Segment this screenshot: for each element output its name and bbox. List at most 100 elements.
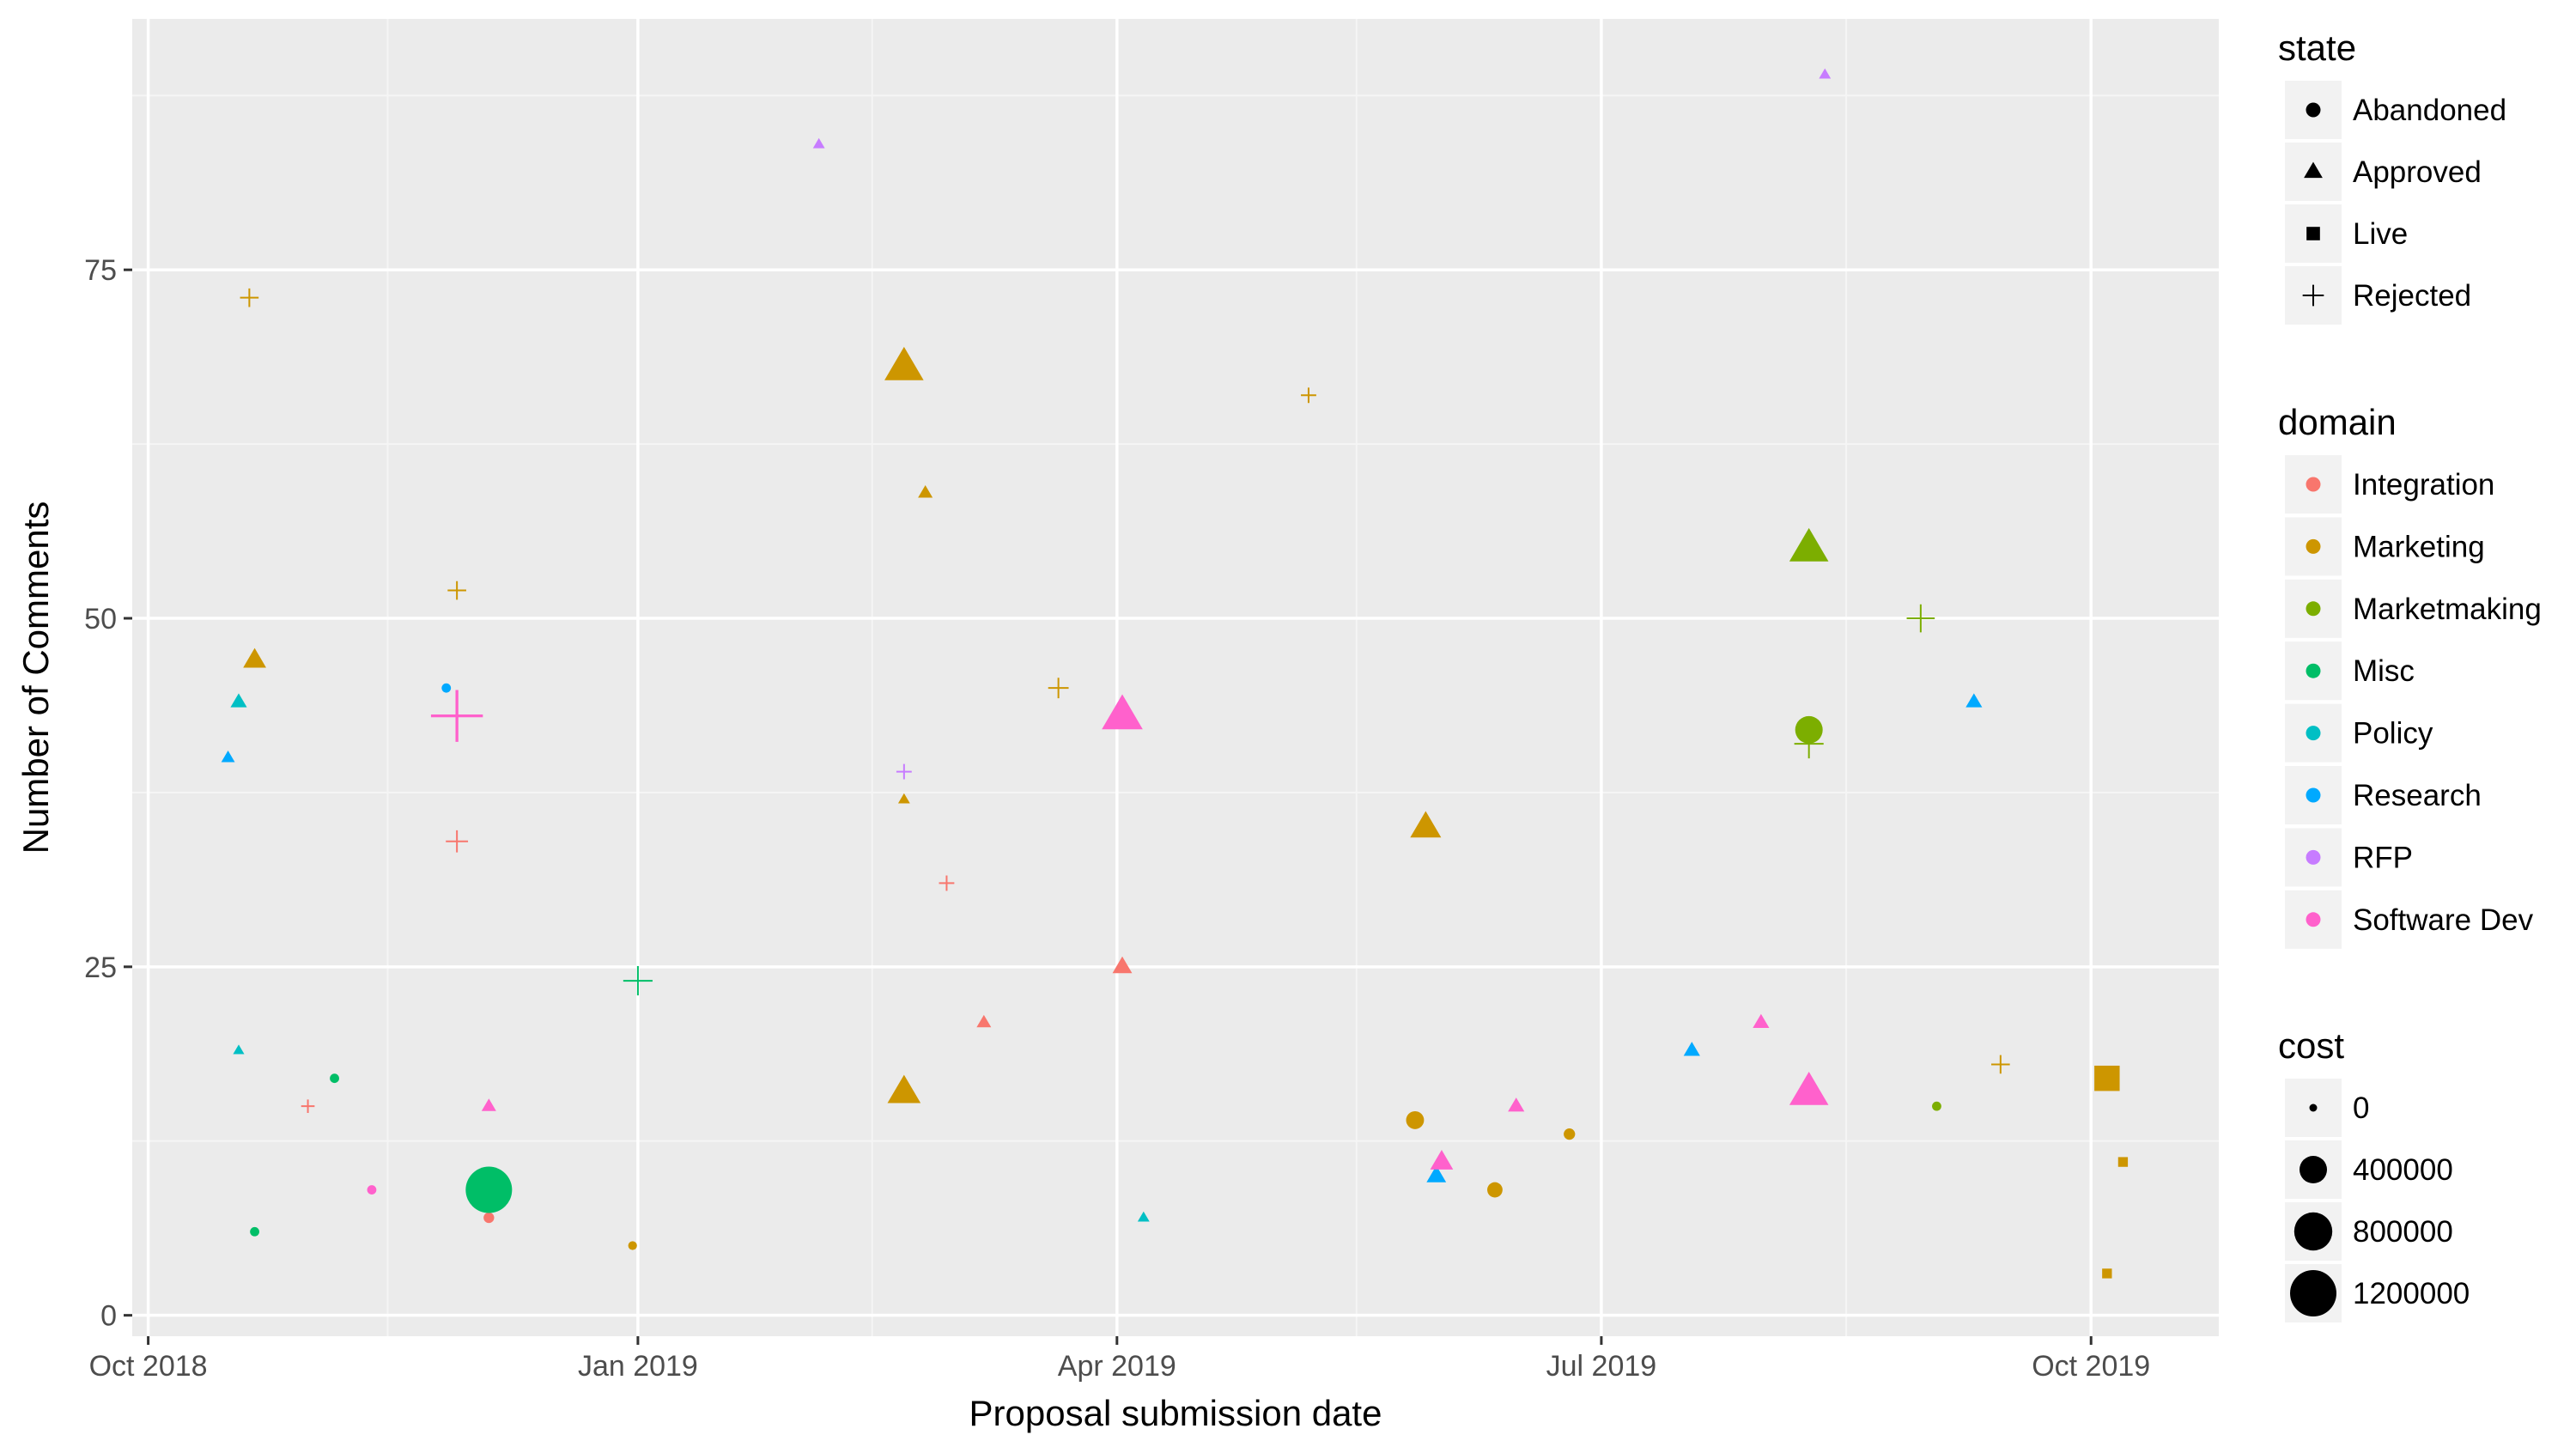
legend-label: Abandoned bbox=[2353, 94, 2506, 127]
legend-title: cost bbox=[2278, 1025, 2344, 1066]
x-tick-label: Apr 2019 bbox=[1058, 1350, 1176, 1383]
legend-label: Misc bbox=[2353, 654, 2415, 688]
data-point-approved bbox=[1430, 1150, 1454, 1170]
legend-key-abandoned bbox=[2306, 102, 2321, 118]
legend-label: Integration bbox=[2353, 468, 2494, 502]
legend-key-domain bbox=[2306, 477, 2321, 492]
plot-panel bbox=[132, 19, 2219, 1336]
data-point-abandoned bbox=[1406, 1110, 1425, 1129]
x-tick-label: Oct 2019 bbox=[2032, 1350, 2150, 1383]
data-point-approved bbox=[1683, 1042, 1700, 1056]
data-point-abandoned bbox=[1487, 1182, 1503, 1198]
legend-label: Software Dev bbox=[2353, 903, 2534, 937]
data-point-rejected bbox=[1906, 604, 1935, 633]
data-point-approved bbox=[1789, 1071, 1829, 1105]
legend-key-cost bbox=[2290, 1270, 2336, 1316]
legend-label: Research bbox=[2353, 779, 2482, 812]
data-point-rejected bbox=[447, 581, 466, 600]
data-points bbox=[221, 68, 2129, 1279]
legend-key-domain bbox=[2306, 538, 2321, 554]
legend-label: 1200000 bbox=[2353, 1277, 2470, 1310]
data-point-approved bbox=[1819, 68, 1832, 79]
data-point-approved bbox=[221, 751, 235, 763]
data-point-approved bbox=[1753, 1013, 1770, 1029]
legend-label: RFP bbox=[2353, 841, 2413, 874]
data-point-abandoned bbox=[1564, 1128, 1576, 1140]
legend-key-domain bbox=[2306, 787, 2321, 803]
legend-label: 0 bbox=[2353, 1091, 2369, 1125]
data-point-rejected bbox=[240, 288, 259, 307]
x-tick-label: Jan 2019 bbox=[578, 1350, 698, 1383]
data-point-approved bbox=[897, 793, 910, 804]
data-point-approved bbox=[812, 137, 825, 149]
data-point-abandoned bbox=[1932, 1101, 1941, 1111]
data-point-rejected bbox=[430, 690, 483, 742]
legend-key-cost bbox=[2293, 1212, 2333, 1251]
legend-label: Marketing bbox=[2353, 530, 2485, 563]
legend-title: domain bbox=[2278, 402, 2397, 442]
y-tick-label: 25 bbox=[84, 951, 117, 984]
legend-key-domain bbox=[2306, 849, 2321, 865]
data-point-approved bbox=[1102, 694, 1143, 730]
gridlines bbox=[132, 19, 2219, 1336]
data-point-rejected bbox=[1301, 387, 1316, 404]
legend-key-domain bbox=[2306, 726, 2321, 741]
data-point-approved bbox=[243, 647, 266, 668]
legend-label: Rejected bbox=[2353, 279, 2471, 313]
legend-key-domain bbox=[2306, 663, 2321, 678]
data-point-abandoned bbox=[465, 1166, 513, 1213]
legend-key-rejected bbox=[2302, 284, 2324, 307]
legend-key-domain bbox=[2306, 601, 2321, 617]
legend-label: Policy bbox=[2353, 717, 2433, 751]
x-tick-label: Jul 2019 bbox=[1546, 1350, 1657, 1383]
data-point-abandoned bbox=[367, 1185, 377, 1195]
data-point-approved bbox=[1426, 1165, 1447, 1182]
data-point-abandoned bbox=[441, 683, 452, 693]
legend-label: Marketmaking bbox=[2353, 593, 2542, 626]
data-point-abandoned bbox=[250, 1226, 259, 1237]
data-point-live bbox=[2102, 1268, 2112, 1279]
data-point-rejected bbox=[623, 966, 653, 996]
data-point-approved bbox=[1789, 527, 1829, 562]
data-point-abandoned bbox=[483, 1212, 495, 1224]
legend-title: state bbox=[2278, 27, 2356, 68]
data-point-rejected bbox=[301, 1099, 315, 1113]
data-point-approved bbox=[233, 1044, 245, 1055]
y-tick-label: 50 bbox=[84, 603, 117, 635]
data-point-approved bbox=[1508, 1097, 1525, 1112]
data-point-rejected bbox=[939, 875, 955, 891]
data-point-rejected bbox=[896, 763, 912, 780]
legend-key-approved bbox=[2304, 161, 2323, 179]
data-point-live bbox=[2117, 1157, 2129, 1167]
data-point-approved bbox=[1410, 811, 1442, 838]
data-point-approved bbox=[230, 693, 247, 708]
data-point-approved bbox=[884, 346, 924, 380]
data-point-rejected bbox=[1794, 729, 1824, 759]
data-point-rejected bbox=[446, 830, 469, 853]
legend-label: Live bbox=[2353, 217, 2408, 251]
x-tick-label: Oct 2018 bbox=[89, 1350, 208, 1383]
data-point-approved bbox=[1112, 956, 1133, 974]
legend-key-cost bbox=[2309, 1103, 2318, 1112]
axes: Oct 2018 Jan 2019 Apr 2019 Jul 2019 Oct 2019… bbox=[84, 254, 2150, 1383]
data-point-abandoned bbox=[628, 1241, 637, 1250]
y-tick-label: 75 bbox=[84, 254, 117, 287]
data-point-approved bbox=[918, 484, 933, 498]
y-axis-title: Number of Comments bbox=[15, 502, 56, 854]
legend-label: 800000 bbox=[2353, 1215, 2453, 1249]
legend: state Abandoned Approved Live Rejected domain… bbox=[2278, 27, 2542, 1322]
data-point-abandoned bbox=[330, 1073, 339, 1084]
data-point-approved bbox=[1965, 693, 1983, 708]
data-point-rejected bbox=[1048, 678, 1069, 699]
data-point-approved bbox=[887, 1074, 921, 1103]
x-axis-title: Proposal submission date bbox=[969, 1393, 1382, 1433]
data-point-approved bbox=[1137, 1211, 1150, 1222]
legend-label: 400000 bbox=[2353, 1153, 2453, 1187]
y-tick-label: 0 bbox=[100, 1300, 117, 1333]
legend-key-cost bbox=[2299, 1155, 2328, 1184]
data-point-approved bbox=[481, 1098, 496, 1111]
data-point-live bbox=[2094, 1065, 2120, 1091]
data-point-approved bbox=[976, 1014, 992, 1028]
